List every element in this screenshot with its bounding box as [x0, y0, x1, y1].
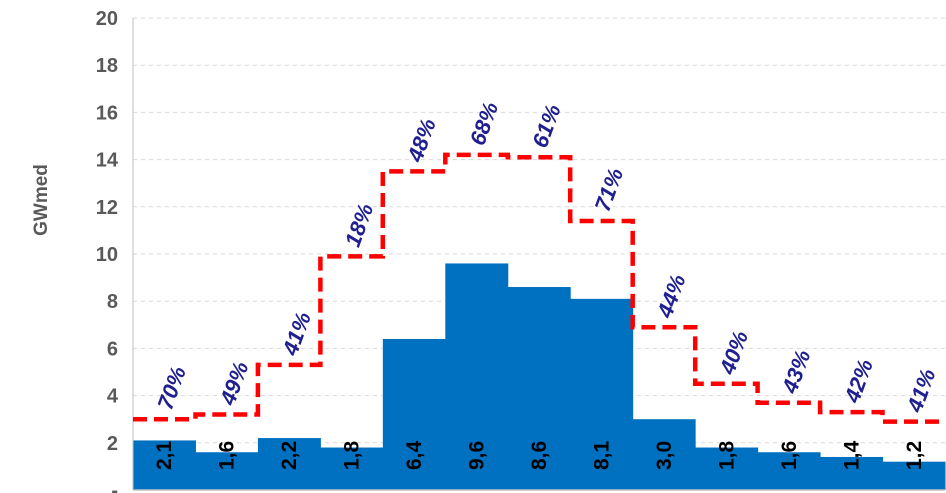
axes: [132, 18, 945, 491]
bar-value-label: 1,6: [778, 441, 801, 470]
bar: [695, 447, 759, 490]
percent-label: 41%: [277, 309, 316, 360]
bar: [320, 447, 384, 490]
bar-value-label: 3,0: [653, 441, 676, 470]
percent-label: 70%: [152, 363, 191, 413]
bar-value-label: 8,1: [591, 440, 614, 470]
bar-value-label: 1,8: [715, 440, 738, 470]
y-tick-label: 2: [107, 433, 118, 455]
bar: [570, 298, 634, 490]
bar: [257, 438, 321, 490]
value-labels: 2,1 1,6 2,2 1,8 6,4 9,6 8,6 8,1 3,0 1,8 1,6 1,4 1,2: [153, 440, 926, 470]
percent-label: 48%: [402, 115, 441, 166]
y-tick-label: 12: [96, 197, 118, 219]
percent-label: 49%: [215, 358, 254, 409]
y-tick-label: 14: [96, 150, 119, 172]
y-tick-label: 6: [107, 338, 118, 360]
y-tick-label: 10: [96, 244, 118, 266]
y-tick-label: 8: [107, 291, 118, 313]
bar-value-label: 2,2: [278, 441, 301, 470]
y-tick-label: -: [111, 480, 118, 493]
percent-label: 42%: [839, 356, 878, 407]
y-tick-labels: - 2 4 6 8 10 12 14 16 18 20: [96, 8, 119, 493]
bars: [133, 263, 946, 490]
bar: [882, 461, 946, 490]
bar: [632, 419, 696, 490]
bar-value-label: 1,6: [216, 441, 239, 470]
bar: [195, 452, 259, 490]
percent-label: 61%: [527, 101, 566, 151]
percent-label: 68%: [465, 99, 504, 149]
percent-label: 18%: [340, 200, 379, 250]
bar-value-label: 1,2: [903, 441, 926, 470]
step-line: [133, 152, 945, 424]
y-axis-label: GWmed: [31, 164, 52, 236]
bar: [820, 456, 884, 490]
bar: [757, 452, 821, 490]
bar-value-label: 1,8: [341, 440, 364, 470]
percent-label: 40%: [714, 328, 753, 379]
percent-label: 41%: [902, 365, 941, 416]
bar: [133, 440, 196, 490]
bar: [382, 338, 446, 490]
percent-label: 44%: [652, 271, 691, 322]
bar-value-label: 9,6: [466, 441, 489, 470]
y-tick-label: 20: [96, 8, 118, 30]
bar-value-label: 8,6: [528, 441, 551, 470]
y-tick-label: 18: [96, 55, 118, 77]
y-tick-label: 16: [96, 102, 118, 124]
percent-label: 43%: [777, 346, 816, 397]
bar: [507, 287, 571, 490]
bar: [445, 263, 509, 490]
y-tick-label: 4: [107, 386, 119, 408]
bar-value-label: 2,1: [153, 440, 176, 470]
step-series-line: [133, 152, 945, 424]
bar-value-label: 1,4: [840, 440, 863, 470]
bar-value-label: 6,4: [403, 440, 426, 470]
